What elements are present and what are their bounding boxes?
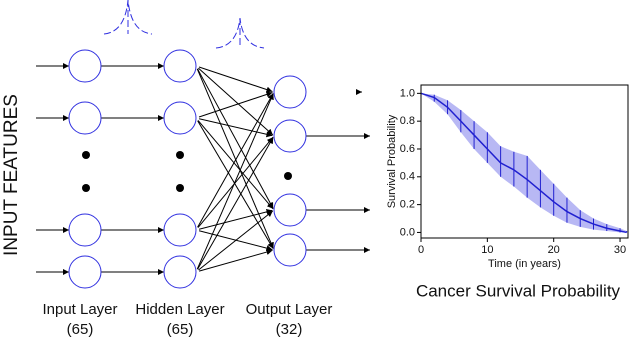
- connection: [197, 93, 274, 228]
- neuron: [68, 101, 102, 135]
- neuron: [68, 213, 102, 247]
- y-tick-label: 0.8: [400, 115, 415, 127]
- neuron: [163, 213, 197, 247]
- neuron: [163, 101, 197, 135]
- layer-name: Input Layer: [42, 301, 117, 318]
- neuron: [68, 255, 102, 289]
- y-tick-label: 0.6: [400, 143, 415, 155]
- connection: [197, 120, 274, 249]
- layer-size: (65): [167, 321, 194, 338]
- chart-title: Cancer Survival Probability: [416, 281, 621, 300]
- connection: [197, 68, 274, 209]
- neuron: [68, 49, 102, 83]
- connection: [198, 91, 273, 118]
- connection: [199, 118, 273, 138]
- x-axis-label: Time (in years): [488, 258, 561, 270]
- side-label: INPUT FEATURES: [1, 94, 22, 256]
- layer-name: Hidden Layer: [135, 301, 224, 318]
- y-tick-label: 1.0: [400, 87, 415, 99]
- connection: [197, 137, 274, 270]
- x-tick-label: 20: [548, 244, 560, 256]
- connection: [198, 208, 273, 230]
- ellipsis-dot: [176, 151, 184, 159]
- connection: [197, 120, 274, 210]
- neuron: [163, 255, 197, 289]
- connection: [197, 136, 274, 228]
- survival-line: [420, 92, 627, 234]
- neuron: [273, 75, 307, 109]
- ellipsis-dot: [284, 172, 292, 180]
- ellipsis-dot: [82, 184, 90, 192]
- neuron: [273, 233, 307, 267]
- connection: [198, 67, 274, 136]
- x-tick-label: 10: [481, 244, 493, 256]
- confidence-band: [421, 93, 627, 233]
- ellipsis-dot: [82, 151, 90, 159]
- plot-frame: [420, 84, 629, 239]
- neuron: [273, 119, 307, 153]
- connection: [196, 68, 274, 249]
- layer-name: Output Layer: [246, 301, 333, 318]
- layer-size: (65): [67, 321, 94, 338]
- chart: 0.0 0.2 0.4 0.6 0.8 1.0 0 10 20 30 Time (in years)…: [386, 84, 629, 300]
- neuron: [163, 49, 197, 83]
- y-tick-label: 0.0: [400, 226, 415, 238]
- connection: [196, 93, 274, 270]
- network: [36, 0, 370, 289]
- y-tick-label: 0.2: [400, 199, 415, 211]
- activation-icon: [103, 0, 153, 35]
- x-tick-label: 0: [418, 244, 424, 256]
- x-tick-label: 30: [614, 244, 626, 256]
- ellipsis-dot: [176, 184, 184, 192]
- activation-icon: [215, 17, 265, 49]
- neuron: [273, 193, 307, 227]
- y-axis-label: Survival Probability: [386, 114, 398, 208]
- y-tick-label: 0.4: [400, 171, 415, 183]
- connection: [198, 249, 273, 272]
- connection: [198, 210, 274, 271]
- connection: [198, 66, 273, 93]
- layer-size: (32): [276, 321, 303, 338]
